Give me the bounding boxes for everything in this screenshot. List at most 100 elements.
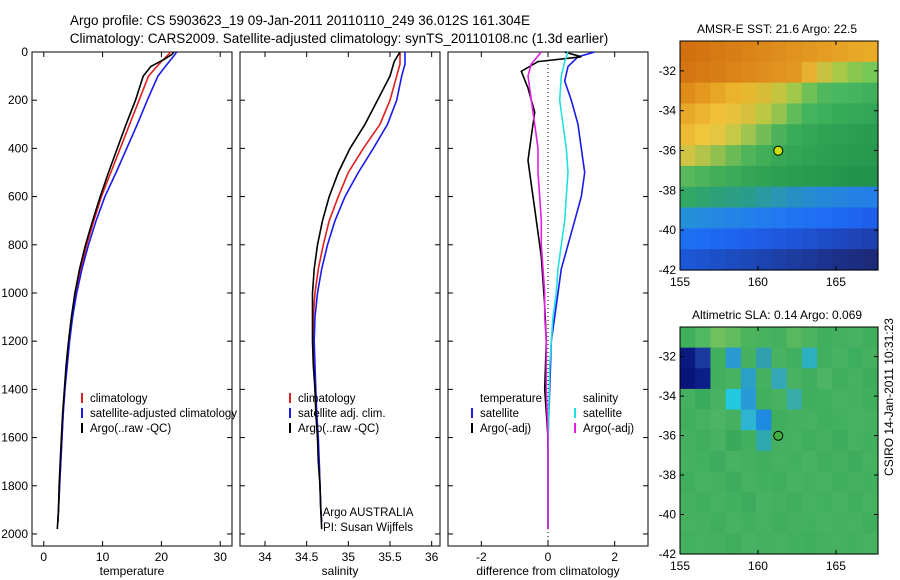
sst-map-cell <box>801 228 818 250</box>
sst-map-cell <box>801 145 818 167</box>
sst-map-cell <box>786 61 803 84</box>
sla-map-cell <box>786 492 803 514</box>
sla-map-cell <box>756 471 772 493</box>
sla-map-cell <box>756 430 772 452</box>
sla-map-cell <box>832 388 849 411</box>
sla-map-xtick-label: 155 <box>670 559 690 573</box>
sla-map-cell <box>695 450 712 473</box>
difference-legend-heading: temperature <box>480 393 542 405</box>
sst-map-cell <box>756 103 772 125</box>
sla-map-cell <box>801 368 818 390</box>
sst-map-cell <box>771 228 788 250</box>
sla-map-cell <box>847 368 864 390</box>
sla-map-cell <box>801 327 818 349</box>
sst-map-cell <box>695 41 712 63</box>
sla-map-cell <box>725 388 742 411</box>
sla-map-cell <box>801 533 818 555</box>
sst-map-cell <box>786 186 803 209</box>
sla-map-cell <box>832 512 849 534</box>
sst-map-cell <box>847 61 864 84</box>
sla-map-cell <box>740 347 757 369</box>
sla-map-cell <box>710 533 727 555</box>
sla-map-cell <box>862 430 879 452</box>
sla-map-cell <box>771 388 788 411</box>
sst-map-cell <box>740 186 757 209</box>
sst-map-cell <box>756 61 772 84</box>
sst-map-cell <box>832 186 849 209</box>
sst-map-cell <box>862 82 879 105</box>
sla-map-cell <box>695 430 712 452</box>
temperature-xlabel: temperature <box>100 564 165 578</box>
sst-map-cell <box>801 103 818 125</box>
temperature-ytick-label: 1200 <box>1 334 28 348</box>
difference-series-2 <box>547 51 569 522</box>
sla-map-cell <box>695 368 712 390</box>
sla-map-cell <box>862 512 879 534</box>
sla-map-cell <box>832 327 849 349</box>
sst-map-cell <box>680 82 696 105</box>
sst-map-cell <box>740 82 757 105</box>
sst-map-cell <box>680 103 696 125</box>
sla-map-cell <box>786 471 803 493</box>
temperature-ytick-label: 2000 <box>1 527 28 541</box>
sla-map-cell <box>801 450 818 473</box>
temperature-ytick-label: 1600 <box>1 431 28 445</box>
sla-map-cell <box>862 368 879 390</box>
sst-map-cell <box>710 249 727 271</box>
sst-map-cell <box>786 249 803 271</box>
sla-map-cell <box>801 388 818 411</box>
sla-map-cell <box>771 533 788 555</box>
sla-map-cell <box>817 471 833 493</box>
sst-map-cell <box>786 41 803 63</box>
sla-map-cell <box>847 430 864 452</box>
temperature-ytick-label: 600 <box>8 190 28 204</box>
sla-map-ytick-label: -36 <box>659 429 677 443</box>
sst-map-cell <box>817 61 833 84</box>
sla-map-cell <box>771 327 788 349</box>
sst-map-cell <box>680 165 696 188</box>
sla-map-cell <box>710 347 727 369</box>
sla-map-cell <box>740 388 757 411</box>
sla-map-cell <box>740 430 757 452</box>
sst-map-cell <box>817 186 833 209</box>
sla-map-cell <box>817 450 833 473</box>
sla-map-cell <box>756 512 772 534</box>
sst-map-cell <box>725 82 742 105</box>
sla-map-cell <box>847 450 864 473</box>
salinity-legend-label: satellite adj. clim. <box>298 408 386 420</box>
sla-map-ytick-label: -42 <box>659 547 677 561</box>
sla-map-cell <box>680 327 696 349</box>
sst-map-cell <box>862 103 879 125</box>
sla-map-cell <box>862 450 879 473</box>
sst-map-cell <box>695 61 712 84</box>
sla-map-cell <box>695 512 712 534</box>
difference-legend-heading: salinity <box>583 393 618 405</box>
sla-map-cell <box>680 492 696 514</box>
sla-map-cell <box>862 471 879 493</box>
sst-map-cell <box>695 228 712 250</box>
sla-map-cell <box>862 347 879 369</box>
sla-map-ytick-label: -32 <box>659 350 677 364</box>
sla-map-cell <box>832 450 849 473</box>
sla-map-cell <box>832 471 849 493</box>
figure-title-line1: Argo profile: CS 5903623_19 09-Jan-2011 … <box>70 13 530 28</box>
sst-map-cell <box>847 124 864 146</box>
sst-map-cell <box>832 61 849 84</box>
sla-map-cell <box>710 368 727 390</box>
sst-map-cell <box>695 82 712 105</box>
sst-map-cell <box>847 207 864 229</box>
difference-xlabel: difference from climatology <box>476 564 619 578</box>
sla-map-cell <box>680 450 696 473</box>
sst-map-cell <box>832 249 849 271</box>
sla-map-cell <box>680 409 696 431</box>
temperature-legend-label: satellite-adjusted climatology <box>90 408 237 420</box>
sst-map-cell <box>725 249 742 271</box>
sst-map-cell <box>680 207 696 229</box>
sla-map-cell <box>817 327 833 349</box>
sla-map-cell <box>847 492 864 514</box>
sla-map-cell <box>680 430 696 452</box>
sla-map-cell <box>680 368 696 390</box>
temperature-xtick-label: 20 <box>155 550 169 564</box>
sst-map-cell <box>801 124 818 146</box>
